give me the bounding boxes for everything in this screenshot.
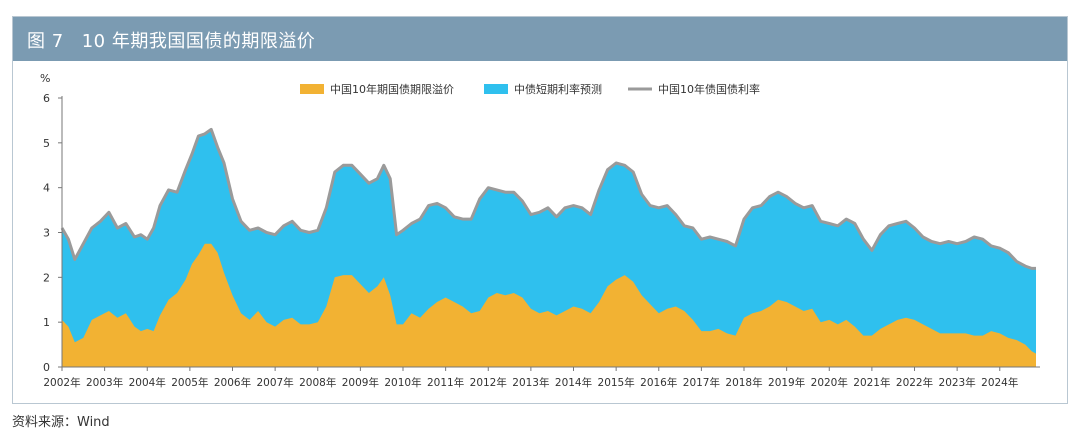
yield-line <box>60 127 1036 270</box>
y-axis-unit: % <box>40 72 50 85</box>
x-tick-label-2019: 2019年 <box>768 376 805 389</box>
x-tick-label-2002: 2002年 <box>43 376 80 389</box>
y-tick-label-4: 4 <box>43 182 50 195</box>
figure-caption: 图 7 10 年期我国国债的期限溢价 <box>27 27 315 53</box>
chart-legend: 中国10年期国债期限溢价 中债短期利率预测 中国10年债国债利率 <box>300 82 760 96</box>
y-tick-label-5: 5 <box>43 137 50 150</box>
x-tick-label-2024: 2024年 <box>981 376 1018 389</box>
legend-label-0: 中国10年期国债期限溢价 <box>330 82 454 96</box>
y-tick-label-6: 6 <box>43 92 50 105</box>
x-tick-label-2011: 2011年 <box>427 376 464 389</box>
legend-swatch-1 <box>484 84 508 94</box>
legend-label-2: 中国10年债国债利率 <box>658 82 760 96</box>
legend-label-1: 中债短期利率预测 <box>514 82 602 96</box>
x-tick-label-2005: 2005年 <box>171 376 208 389</box>
term-premium-chart: 0 1 2 3 4 5 6% 2002年 2003年 2004年 2005年 2006年 2007年 20… <box>40 72 1040 389</box>
x-tick-label-2017: 2017年 <box>683 376 720 389</box>
x-tick-label-2014: 2014年 <box>555 376 592 389</box>
figure-number: 图 7 <box>27 31 64 52</box>
figure-header: 图 7 10 年期我国国债的期限溢价 <box>13 17 1067 61</box>
source-note: 资料来源：Wind <box>12 415 110 430</box>
legend-swatch-0 <box>300 84 324 94</box>
x-tick-label-2021: 2021年 <box>853 376 890 389</box>
y-tick-label-2: 2 <box>43 271 50 284</box>
x-tick-label-2018: 2018年 <box>725 376 762 389</box>
x-tick-label-2010: 2010年 <box>384 376 421 389</box>
x-tick-label-2015: 2015年 <box>598 376 635 389</box>
y-tick-label-1: 1 <box>43 316 50 329</box>
x-tick-label-2009: 2009年 <box>342 376 379 389</box>
x-tick-label-2016: 2016年 <box>640 376 677 389</box>
x-tick-label-2023: 2023年 <box>939 376 976 389</box>
figure-title: 10 年期我国国债的期限溢价 <box>81 31 316 52</box>
term-premium-area <box>62 243 1036 367</box>
x-tick-label-2006: 2006年 <box>214 376 251 389</box>
x-tick-label-2013: 2013年 <box>512 376 549 389</box>
x-tick-label-2003: 2003年 <box>86 376 123 389</box>
x-tick-label-2007: 2007年 <box>257 376 294 389</box>
y-tick-label-3: 3 <box>43 227 50 240</box>
x-tick-label-2020: 2020年 <box>811 376 848 389</box>
x-tick-label-2012: 2012年 <box>470 376 507 389</box>
figure-frame: 图 7 10 年期我国国债的期限溢价 0 1 2 3 4 5 6% 2002年 2003年 2004… <box>12 16 1068 404</box>
x-tick-label-2008: 2008年 <box>299 376 336 389</box>
x-tick-label-2004: 2004年 <box>129 376 166 389</box>
y-tick-label-0: 0 <box>43 361 50 374</box>
x-tick-label-2022: 2022年 <box>896 376 933 389</box>
